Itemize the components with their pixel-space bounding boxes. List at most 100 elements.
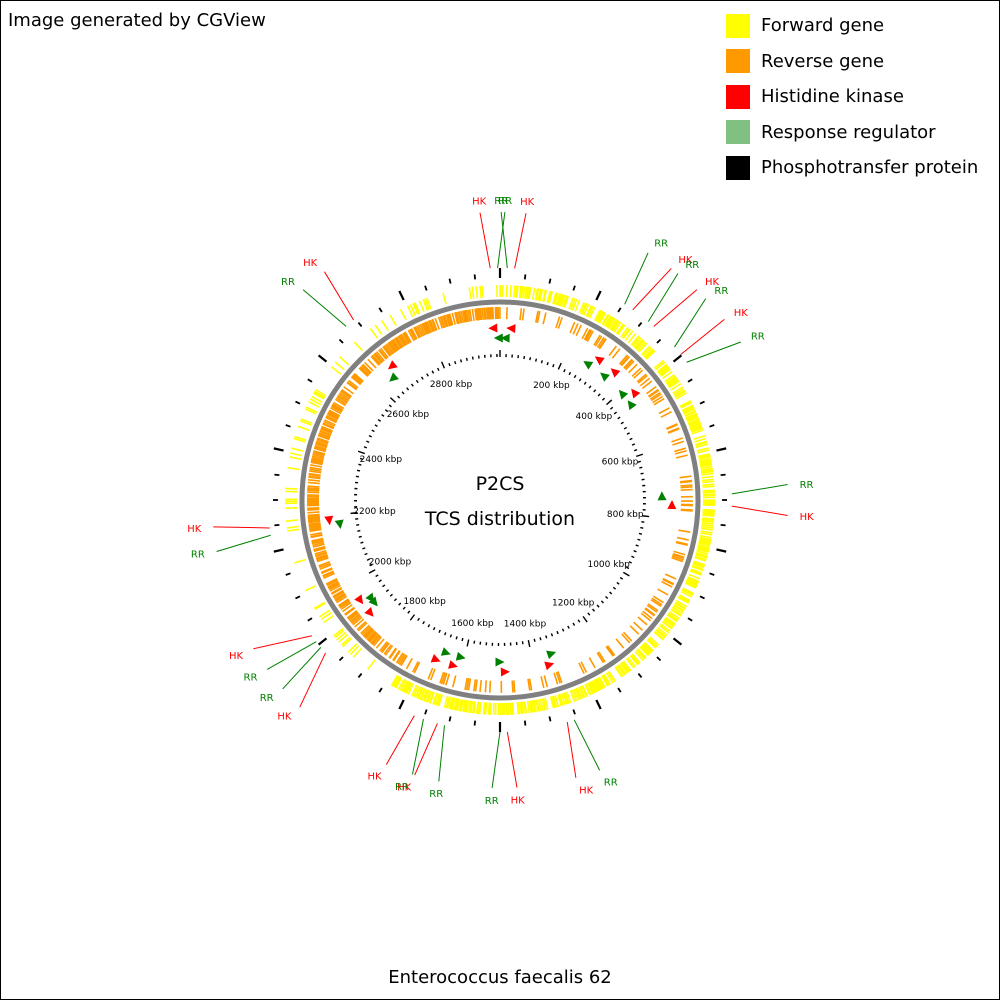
forward-gene-mark — [621, 327, 631, 339]
rr-label: RR — [685, 260, 699, 271]
callout-line — [266, 641, 317, 670]
forward-gene-mark — [664, 373, 676, 383]
reverse-gene-mark — [403, 331, 412, 344]
outer-tick — [295, 400, 301, 405]
forward-gene-mark — [622, 661, 631, 672]
reverse-gene-mark — [331, 404, 343, 412]
forward-gene-mark — [304, 585, 317, 592]
forward-gene-mark — [638, 342, 648, 353]
forward-gene-mark — [671, 608, 683, 616]
forward-gene-mark — [442, 292, 447, 305]
forward-gene-mark — [700, 465, 713, 470]
outer-tick — [357, 321, 363, 327]
forward-gene-mark — [698, 539, 711, 544]
forward-gene-mark — [643, 348, 654, 358]
callout-line — [253, 635, 312, 650]
reverse-gene-mark — [332, 590, 345, 599]
reverse-gene-mark — [308, 518, 321, 522]
forward-gene-mark — [700, 468, 713, 473]
reverse-gene-mark — [391, 339, 400, 351]
reverse-gene-mark — [611, 348, 621, 359]
reverse-gene-mark — [356, 620, 367, 631]
rr-label: RR — [800, 480, 814, 491]
ruler-tick — [360, 541, 364, 544]
forward-gene-mark — [519, 286, 523, 299]
forward-gene-mark — [483, 702, 487, 715]
reverse-gene-mark — [653, 397, 665, 406]
callout-line — [624, 252, 649, 305]
forward-gene-mark — [340, 636, 351, 646]
ruler-tick — [384, 409, 389, 413]
reverse-gene-mark — [484, 680, 488, 693]
forward-gene-mark — [304, 408, 317, 415]
forward-gene-mark — [590, 681, 598, 693]
forward-gene-mark — [536, 699, 540, 712]
forward-gene-mark — [640, 645, 651, 655]
reverse-gene-mark — [588, 657, 596, 669]
reverse-gene-mark — [371, 355, 381, 366]
reverse-gene-mark — [331, 404, 343, 413]
forward-gene-mark — [702, 483, 715, 487]
reverse-gene-mark — [395, 652, 404, 664]
ruler-label: 200 kbp — [533, 381, 570, 391]
callout-line — [282, 647, 322, 690]
outer-tick — [424, 285, 428, 291]
ruler-tick — [568, 371, 572, 376]
forward-gene-mark — [535, 699, 539, 712]
reverse-gene-mark — [319, 564, 332, 570]
reverse-gene-mark — [621, 633, 631, 644]
outer-tick — [672, 354, 683, 363]
forward-gene-mark — [287, 528, 300, 532]
forward-gene-mark — [697, 545, 710, 551]
ruler-tick — [529, 357, 532, 361]
outer-tick — [617, 307, 622, 313]
reverse-gene-mark — [474, 679, 478, 692]
forward-gene-mark — [338, 633, 349, 643]
forward-gene-mark — [585, 683, 592, 696]
forward-gene-mark — [702, 513, 715, 516]
reverse-gene-mark — [631, 367, 642, 377]
reverse-gene-mark — [320, 427, 333, 434]
ruler-tick — [546, 361, 549, 366]
reverse-gene-mark — [360, 364, 371, 375]
forward-gene-mark — [701, 472, 714, 476]
legend-swatch-histidine-kinase — [726, 84, 750, 109]
forward-gene-mark — [555, 293, 561, 306]
reverse-gene-mark — [328, 409, 341, 417]
legend-item-phosphotransfer-protein: Phosphotransfer protein — [726, 150, 978, 186]
reverse-gene-mark — [455, 311, 461, 324]
forward-gene-mark — [688, 419, 701, 426]
forward-gene-mark — [547, 290, 552, 304]
forward-gene-mark — [537, 288, 542, 301]
forward-gene-mark — [579, 686, 586, 698]
reverse-gene-mark — [410, 328, 418, 340]
forward-gene-mark — [664, 617, 676, 626]
forward-gene-mark — [487, 702, 491, 715]
ruler-tick — [357, 450, 365, 455]
forward-gene-mark — [673, 604, 685, 613]
forward-gene-mark — [674, 389, 686, 398]
forward-gene-mark — [664, 618, 675, 627]
reverse-gene-mark — [378, 349, 387, 360]
forward-gene-mark — [620, 326, 629, 338]
ruler-tick — [631, 555, 635, 559]
forward-gene-mark — [428, 691, 435, 704]
reverse-gene-mark — [307, 508, 320, 511]
forward-gene-mark — [687, 576, 700, 583]
forward-gene-mark — [558, 693, 564, 706]
reverse-gene-mark — [463, 310, 468, 323]
forward-gene-mark — [696, 447, 709, 452]
ruler-tick — [471, 356, 474, 360]
reverse-gene-mark — [434, 317, 440, 330]
forward-gene-mark — [285, 487, 298, 490]
forward-gene-mark — [615, 323, 624, 335]
forward-gene-mark — [687, 577, 699, 584]
reverse-gene-mark — [313, 447, 326, 453]
forward-gene-mark — [412, 685, 420, 698]
forward-gene-mark — [539, 698, 544, 711]
forward-gene-mark — [613, 321, 622, 333]
ruler-label: 600 kbp — [602, 458, 639, 468]
reverse-gene-mark — [557, 671, 563, 684]
forward-gene-mark — [422, 689, 428, 701]
reverse-gene-mark — [316, 557, 329, 563]
